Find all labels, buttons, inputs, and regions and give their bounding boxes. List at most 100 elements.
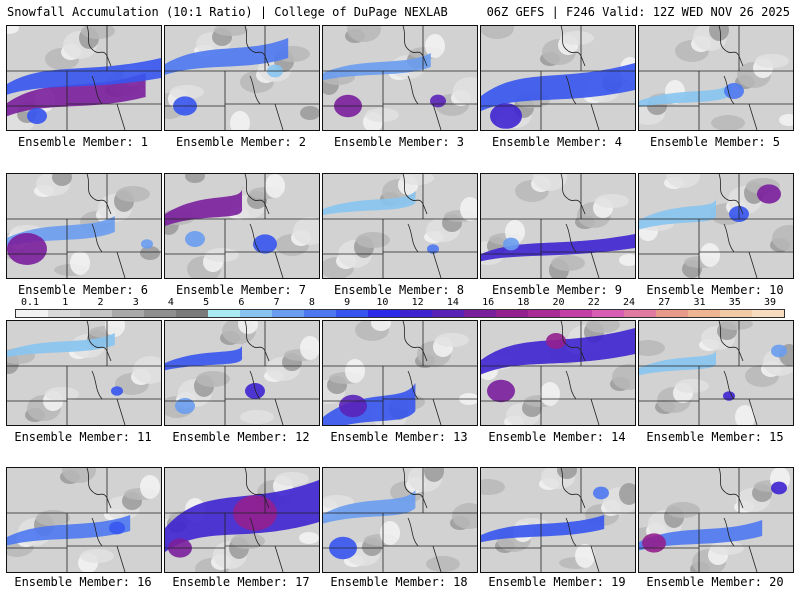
- map-title: Snowfall Accumulation (10:1 Ratio) | Col…: [7, 5, 448, 19]
- coastline: [86, 468, 112, 509]
- colorbar-swatch: [432, 310, 464, 317]
- colorbar-swatch: [624, 310, 656, 317]
- snowfall-shading: [231, 533, 265, 549]
- snowfall-shading: [700, 243, 720, 267]
- state-border-line: [723, 223, 735, 253]
- coastline: [402, 468, 428, 509]
- snowfall-band: [481, 328, 635, 375]
- ensemble-member-caption: Ensemble Member: 2: [175, 135, 307, 149]
- ensemble-member-caption: Ensemble Member: 12: [172, 430, 310, 444]
- snowfall-shading: [540, 382, 560, 406]
- snowfall-maximum: [141, 239, 153, 249]
- ensemble-member-map: [322, 25, 478, 131]
- ensemble-member-caption: Ensemble Member: 5: [649, 135, 781, 149]
- ensemble-member-map: [638, 173, 794, 279]
- snowfall-maximum: [175, 398, 195, 414]
- snowfall-shading: [666, 502, 700, 518]
- colorbar-swatch: [656, 310, 688, 317]
- snowfall-band: [639, 348, 717, 376]
- ensemble-member-map: [480, 320, 636, 426]
- snowfall-band: [7, 515, 131, 546]
- colorbar-label: 1: [62, 297, 69, 308]
- snowfall-shading: [347, 26, 381, 42]
- snowfall-band: [639, 196, 717, 230]
- ensemble-member-caption: Ensemble Member: 19: [488, 575, 626, 589]
- snowfall-shading: [575, 544, 595, 568]
- colorbar-label: 35: [728, 297, 741, 308]
- snowfall-maximum: [593, 486, 609, 500]
- snowfall-maximum: [724, 83, 744, 99]
- ensemble-member-map: [164, 467, 320, 573]
- snowfall-maximum: [339, 394, 367, 418]
- ensemble-member-caption: Ensemble Member: 20: [646, 575, 784, 589]
- colorbar-swatch: [368, 310, 400, 317]
- snowfall-shading: [666, 174, 700, 188]
- state-border-line: [590, 103, 600, 130]
- ensemble-member-map: [638, 320, 794, 426]
- state-border-line: [91, 517, 103, 547]
- ensemble-member-caption: Ensemble Member: 18: [330, 575, 468, 589]
- snowfall-shading: [772, 225, 793, 251]
- ensemble-member-map: [638, 467, 794, 573]
- ensemble-member-caption: Ensemble Member: 8: [333, 283, 465, 297]
- snowfall-shading: [735, 405, 755, 425]
- colorbar-label: 9: [344, 297, 351, 308]
- ensemble-member-caption: Ensemble Member: 16: [14, 575, 152, 589]
- coastline: [244, 468, 270, 509]
- snowfall-maximum: [111, 386, 123, 396]
- snowfall-shading: [586, 321, 620, 333]
- state-border-line: [432, 103, 442, 130]
- ensemble-member-map: [6, 25, 162, 131]
- colorbar-labels: 0.1 1 2 3 4 5 6 7 8 9 10 12 14 16 18 20 22 24 27 31 35 39: [0, 297, 800, 309]
- snowfall-maximum: [487, 379, 515, 403]
- snowfall-shading: [7, 26, 19, 34]
- state-border-line: [432, 251, 442, 278]
- snowfall-maximum: [757, 184, 781, 204]
- colorbar-label: 18: [517, 297, 530, 308]
- ensemble-member-map: [6, 467, 162, 573]
- coastline: [560, 468, 586, 509]
- state-border-line: [723, 75, 735, 105]
- ensemble-member-map: [322, 467, 478, 573]
- snowfall-shading: [619, 483, 635, 505]
- colorbar-swatch: [176, 310, 208, 317]
- state-border-line: [565, 517, 577, 547]
- snowfall-map: [7, 468, 161, 572]
- snowfall-shading: [133, 356, 161, 384]
- snowfall-shading: [196, 371, 230, 387]
- colorbar-label: 0.1: [20, 297, 40, 308]
- snowfall-band: [165, 343, 243, 371]
- colorbar-label: 2: [97, 297, 104, 308]
- colorbar-label: 7: [273, 297, 280, 308]
- state-border-line: [249, 370, 261, 400]
- state-border-line: [565, 370, 577, 400]
- snowfall-map: [323, 174, 477, 278]
- colorbar-label: 8: [308, 297, 315, 308]
- snowfall-maximum: [245, 383, 265, 399]
- snowfall-maximum: [253, 234, 277, 254]
- ensemble-member-map: [164, 25, 320, 131]
- snowfall-map: [165, 468, 319, 572]
- colorbar-label: 24: [623, 297, 636, 308]
- snowfall-shading: [435, 333, 469, 347]
- snowfall-shading: [62, 468, 96, 483]
- state-border-line: [407, 370, 419, 400]
- snowfall-shading: [140, 475, 160, 499]
- ensemble-member-caption: Ensemble Member: 3: [333, 135, 465, 149]
- snowfall-map: [7, 174, 161, 278]
- coastline: [402, 321, 428, 362]
- coastline: [560, 174, 586, 215]
- snowfall-shading: [300, 336, 319, 360]
- snowfall-map: [639, 26, 793, 130]
- state-border-line: [432, 398, 442, 425]
- snowfall-band: [323, 53, 431, 81]
- ensemble-member-caption: Ensemble Member: 1: [17, 135, 149, 149]
- coastline: [402, 174, 428, 215]
- snowfall-band: [481, 63, 635, 111]
- snowfall-shading: [533, 174, 567, 191]
- snowfall-map: [481, 468, 635, 572]
- snowfall-band: [165, 186, 243, 226]
- coastline: [86, 174, 112, 215]
- snowfall-band: [7, 58, 161, 95]
- snowfall-shading: [70, 251, 90, 275]
